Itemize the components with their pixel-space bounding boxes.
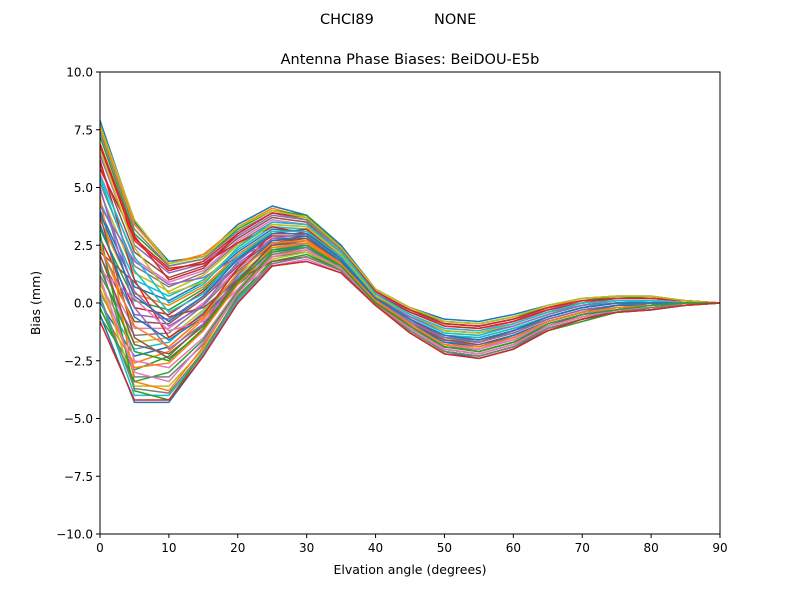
series-line-s52 <box>99 239 720 348</box>
x-tick-label: 70 <box>575 541 590 555</box>
series-line-s44 <box>99 143 721 327</box>
y-tick-label: −10.0 <box>56 528 93 542</box>
series-line-s54 <box>99 260 721 401</box>
x-tick-label: 80 <box>643 541 658 555</box>
y-tick-label: 10.0 <box>66 66 93 80</box>
series-line-s53 <box>99 244 720 362</box>
series-line-s49 <box>99 124 721 325</box>
suptitle-right: NONE <box>434 12 476 28</box>
y-tick-label: 5.0 <box>74 181 93 195</box>
y-axis-label: Bias (mm) <box>28 271 43 335</box>
series-line-s50 <box>99 175 720 332</box>
x-tick-label: 10 <box>161 541 176 555</box>
x-tick-label: 40 <box>368 541 383 555</box>
x-axis-label: Elvation angle (degrees) <box>333 562 486 577</box>
x-tick-label: 50 <box>437 541 452 555</box>
x-tick-label: 60 <box>506 541 521 555</box>
y-tick-label: 0.0 <box>74 297 93 311</box>
suptitle-left: CHCI89 <box>320 12 374 28</box>
x-tick-label: 30 <box>299 541 314 555</box>
x-axis: 0 10 20 30 40 50 60 70 80 90 <box>96 534 728 555</box>
y-tick-label: 2.5 <box>74 239 93 253</box>
series-line-s51 <box>99 212 720 341</box>
y-tick-label: −7.5 <box>64 470 93 484</box>
chart-title: Antenna Phase Biases: BeiDOU-E5b <box>281 52 540 68</box>
y-tick-label: 7.5 <box>74 123 93 137</box>
x-tick-label: 90 <box>712 541 727 555</box>
series-lines <box>99 120 721 404</box>
y-axis: 10.0 7.5 5.0 2.5 0.0 −2.5 −5.0 −7.5 −10.0 <box>56 66 100 542</box>
x-tick-label: 20 <box>230 541 245 555</box>
x-tick-label: 0 <box>96 541 104 555</box>
y-tick-label: −5.0 <box>64 412 93 426</box>
y-tick-label: −2.5 <box>64 354 93 368</box>
